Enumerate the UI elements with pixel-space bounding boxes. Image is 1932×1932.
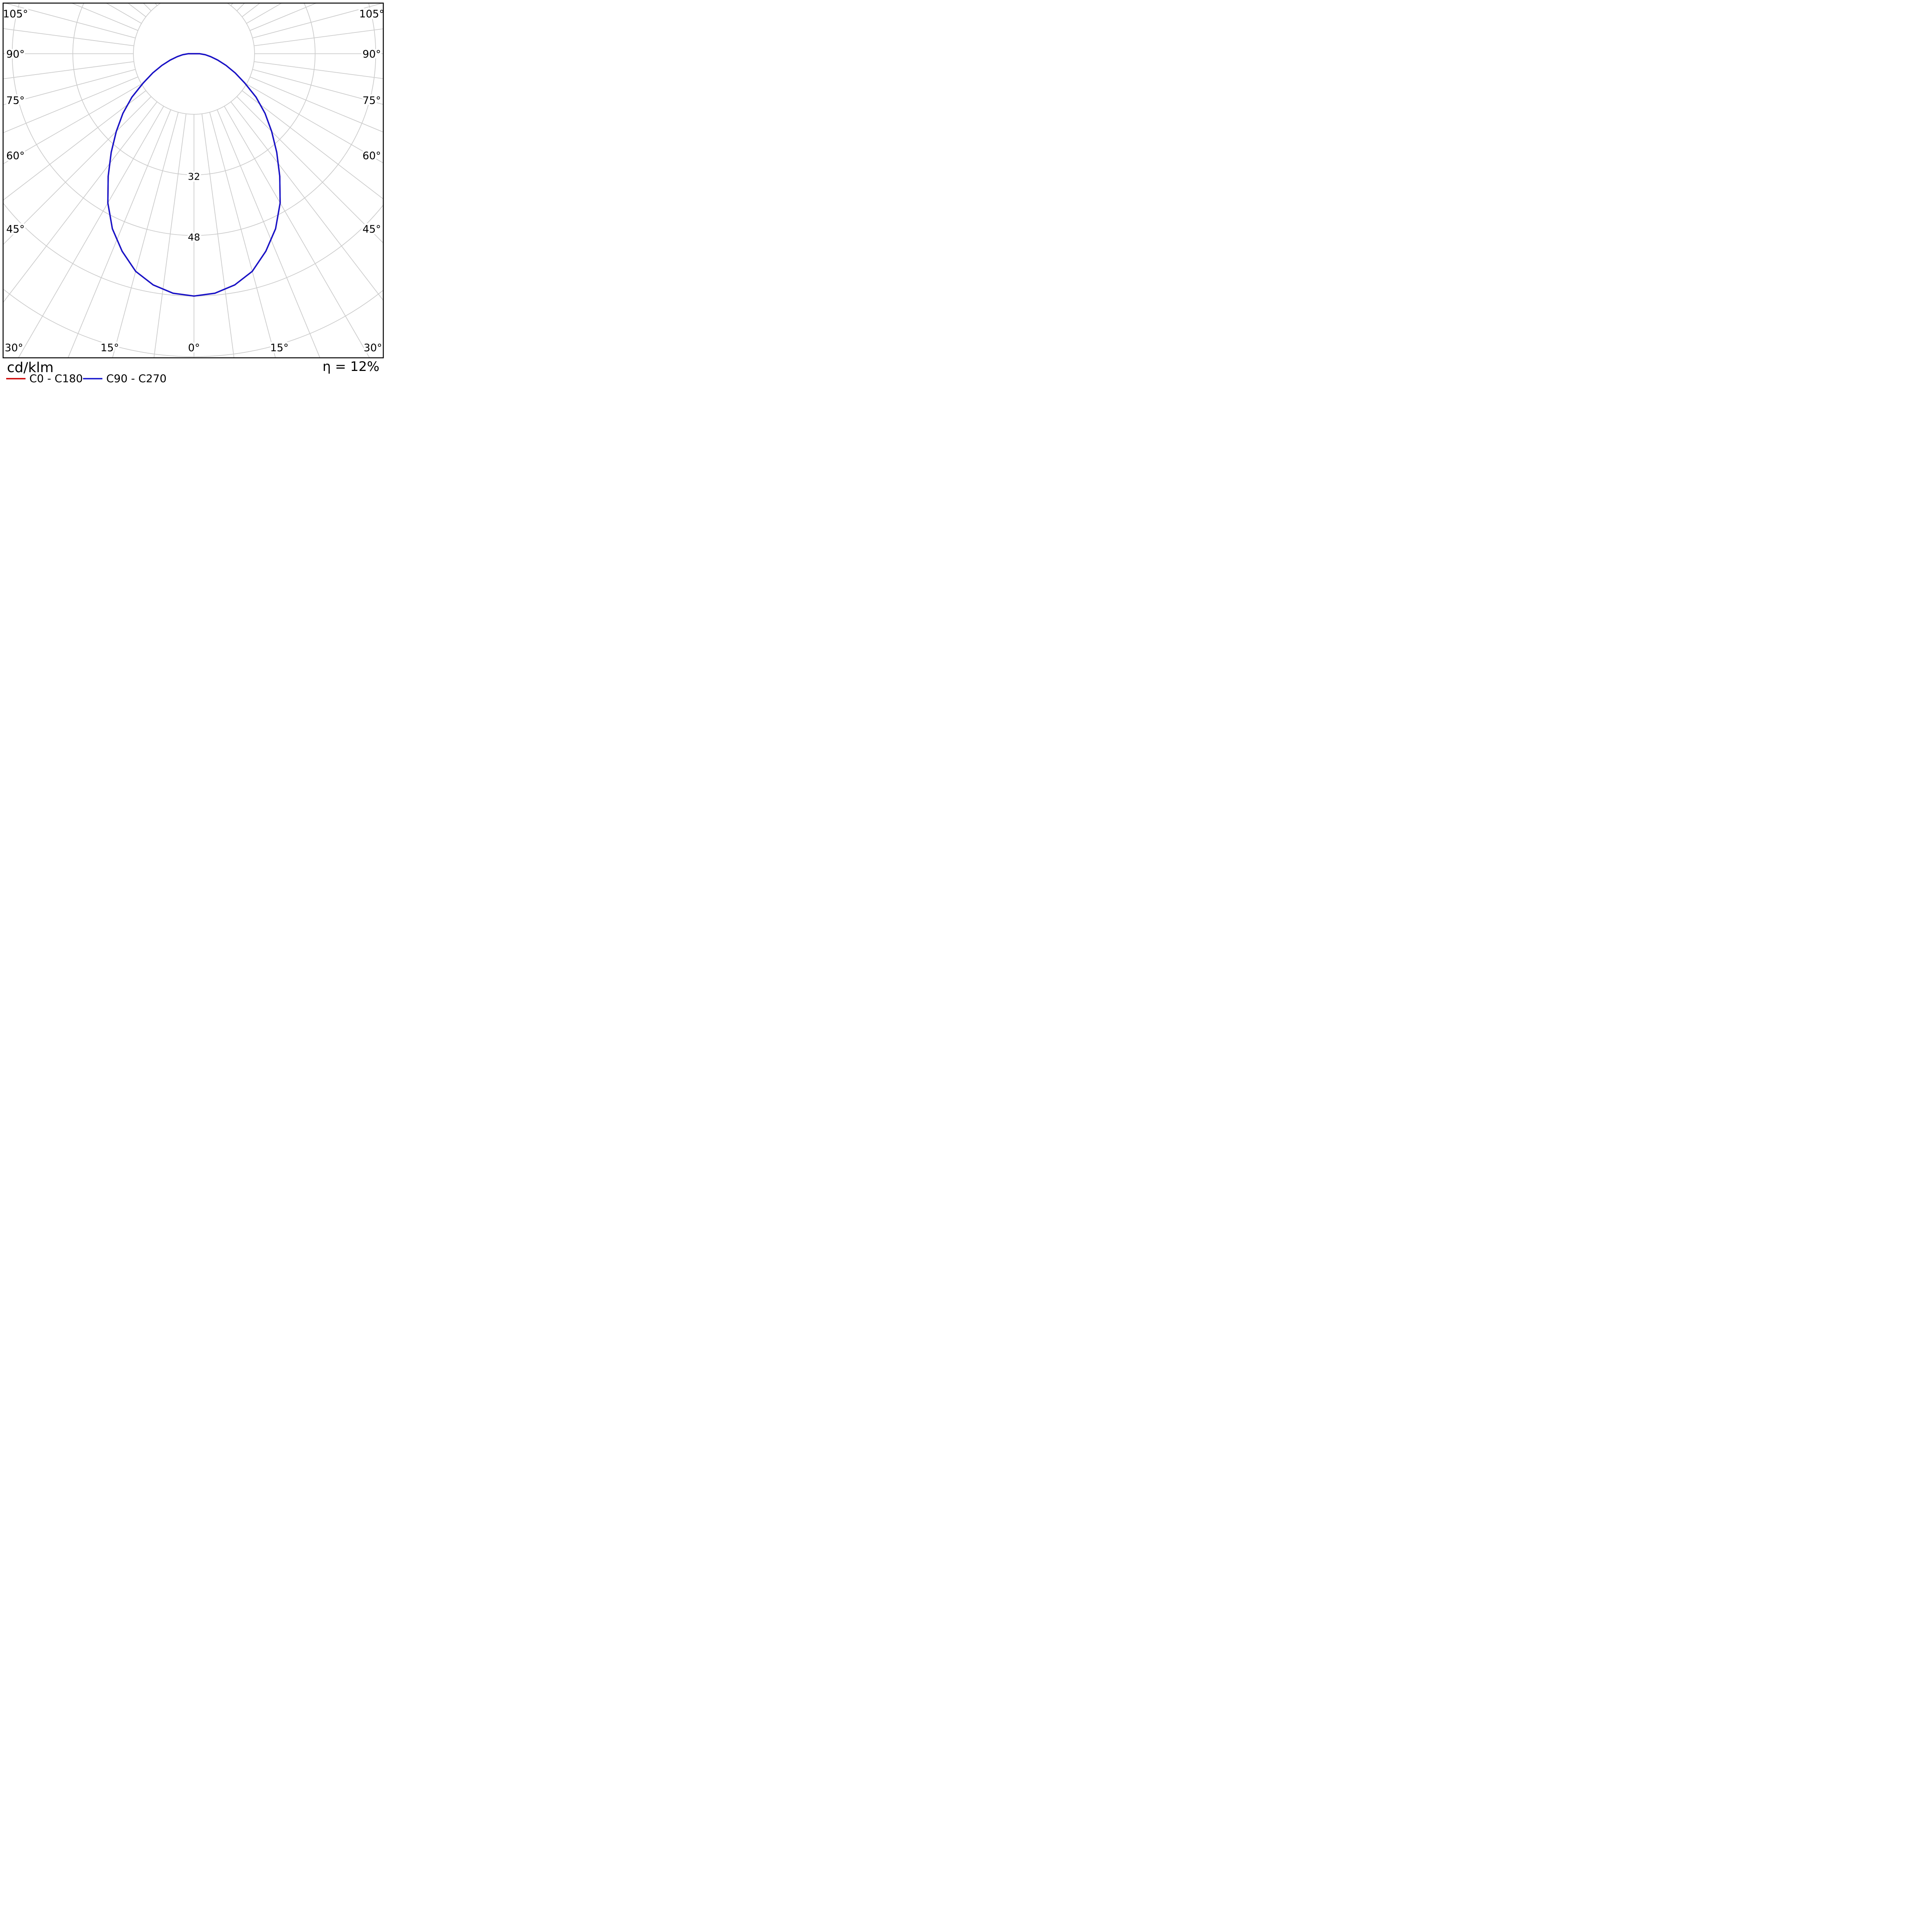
grid-radial-105	[5, 3, 136, 39]
angle-label-left-1: 90°	[6, 48, 25, 60]
grid-radial-97.5	[254, 28, 383, 46]
angle-label-right-4: 45°	[362, 223, 381, 235]
efficiency-label: η = 12%	[323, 359, 379, 374]
grid-radial-30	[224, 106, 370, 357]
grid-radial-45	[3, 96, 151, 245]
grid-radial-52.5	[3, 90, 146, 201]
grid-radial-67.5	[250, 77, 383, 133]
angle-label-right-2: 75°	[362, 95, 381, 107]
grid-radial-52.5	[242, 90, 383, 199]
angle-label-left-4: 45°	[6, 223, 25, 235]
polar-grid	[0, 0, 386, 386]
grid-radial-22.5	[217, 109, 320, 357]
grid-radial-15	[209, 112, 276, 357]
angle-label-right-1: 90°	[362, 48, 381, 60]
grid-radial-105	[252, 3, 383, 39]
angle-label-right-0: 105°	[359, 8, 384, 20]
ring-value-label-48: 48	[188, 231, 200, 243]
grid-radial-75	[3, 69, 136, 105]
grid-radial-75	[252, 69, 383, 105]
grid-radial-37.5	[230, 101, 383, 301]
grid-radial-82.5	[254, 61, 383, 79]
grid-radial-22.5	[68, 109, 171, 357]
grid-radial-60	[246, 83, 383, 163]
grid-ring-16	[133, 3, 255, 115]
photometric-polar-chart: 32 48 105° 90° 75° 60° 45° 105° 90° 75° 60° 45° 30° 1…	[0, 0, 386, 386]
grid-radial-82.5	[3, 61, 134, 79]
angle-label-left-0: 105°	[3, 8, 28, 20]
grid-radial-67.5	[3, 77, 138, 133]
angle-label-left-2: 75°	[6, 95, 25, 107]
grid-ring-64	[3, 203, 383, 296]
polar-diagram-svg: 32 48 105° 90° 75° 60° 45° 105° 90° 75° 60° 45° 30° 1…	[0, 0, 386, 386]
angle-label-bottom-1: 15°	[100, 342, 119, 354]
intensity-curve-C90-C270	[107, 53, 281, 297]
unit-label: cd/klm	[7, 360, 54, 376]
legend-label-c90-c270: C90 - C270	[106, 372, 167, 385]
grid-radial-45	[236, 96, 383, 243]
grid-radial-7.5	[201, 114, 235, 357]
angle-label-right-3: 60°	[362, 150, 381, 162]
grid-ring-96	[0, 0, 386, 386]
grid-radial-30	[18, 106, 164, 357]
grid-radial-37.5	[3, 101, 158, 303]
grid-radial-7.5	[153, 114, 187, 357]
grid-radial-15	[112, 112, 179, 357]
ring-value-label-32: 32	[188, 171, 200, 182]
angle-label-bottom-2: 0°	[188, 342, 200, 354]
grid-radial-150	[224, 0, 386, 1]
angle-label-bottom-0: 30°	[5, 342, 23, 354]
generated-chart-content: 32 48 105° 90° 75° 60° 45° 105° 90° 75° 60° 45° 30° 1…	[0, 0, 386, 386]
grid-radial-150	[0, 0, 164, 1]
grid-radial-97.5	[3, 28, 134, 46]
legend-label-c0-c180: C0 - C180	[29, 372, 83, 385]
angle-label-left-3: 60°	[6, 150, 25, 162]
angle-label-bottom-4: 30°	[364, 342, 382, 354]
angle-label-bottom-3: 15°	[270, 342, 289, 354]
plot-border	[2, 2, 384, 359]
grid-radial-60	[3, 83, 142, 164]
